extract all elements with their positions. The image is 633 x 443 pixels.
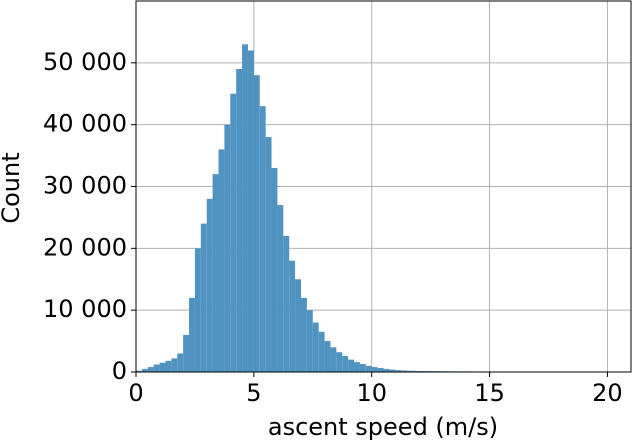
bar xyxy=(289,260,296,372)
bar xyxy=(253,75,260,372)
x-tick-label: 20 xyxy=(592,379,623,407)
bar xyxy=(247,50,254,372)
bar xyxy=(218,149,225,372)
bar xyxy=(324,341,331,372)
bar xyxy=(153,364,160,372)
bar xyxy=(389,369,396,372)
bar xyxy=(295,279,301,372)
bar xyxy=(236,69,243,373)
x-axis-label: ascent speed (m/s) xyxy=(268,413,498,441)
bar xyxy=(371,367,378,372)
bar xyxy=(336,352,343,372)
y-axis-label: Count xyxy=(0,152,25,223)
bar xyxy=(171,358,178,372)
y-tick-label: 30 000 xyxy=(43,172,127,200)
x-tick-label: 15 xyxy=(474,379,505,407)
bar xyxy=(259,106,266,372)
bar xyxy=(283,235,290,372)
bar xyxy=(395,370,402,372)
axes: 0 10 000 20 000 30 000 40 000 50 000 0 5 10 15 20 xyxy=(43,0,632,407)
bar xyxy=(312,322,319,372)
bar xyxy=(342,355,349,372)
y-tick-label: 0 xyxy=(112,357,127,385)
x-tick-label: 0 xyxy=(128,379,143,407)
bar xyxy=(242,44,248,373)
bar xyxy=(206,198,213,372)
bar xyxy=(230,93,237,372)
bar xyxy=(330,347,337,372)
bar xyxy=(141,368,148,372)
y-tick-label: 40 000 xyxy=(43,110,127,138)
bar xyxy=(407,370,413,372)
bar xyxy=(200,223,207,372)
y-tick-label: 10 000 xyxy=(43,295,127,323)
bar xyxy=(377,367,384,372)
bar xyxy=(354,362,360,372)
bar xyxy=(177,353,184,372)
y-tick-label: 50 000 xyxy=(43,48,127,76)
x-tick-label: 10 xyxy=(356,379,387,407)
bar xyxy=(365,365,372,372)
bar xyxy=(147,367,154,372)
bar xyxy=(165,360,172,372)
bars xyxy=(136,44,608,373)
bar xyxy=(136,370,142,372)
bar xyxy=(189,297,195,372)
bar xyxy=(271,167,278,372)
bar xyxy=(159,362,166,372)
bar xyxy=(194,248,201,372)
bar xyxy=(183,334,190,372)
plot-frame xyxy=(135,0,632,373)
bar xyxy=(301,297,307,372)
bar xyxy=(412,370,419,372)
bar xyxy=(212,174,219,372)
bar xyxy=(306,310,313,372)
bar xyxy=(401,370,408,372)
bar xyxy=(348,359,355,372)
bar xyxy=(224,124,231,373)
bar xyxy=(277,205,284,372)
y-tick-label: 20 000 xyxy=(43,233,127,261)
bar xyxy=(318,331,325,372)
bar xyxy=(383,368,390,372)
x-tick-label: 5 xyxy=(246,379,261,407)
bar xyxy=(265,137,272,372)
bar xyxy=(359,363,366,372)
